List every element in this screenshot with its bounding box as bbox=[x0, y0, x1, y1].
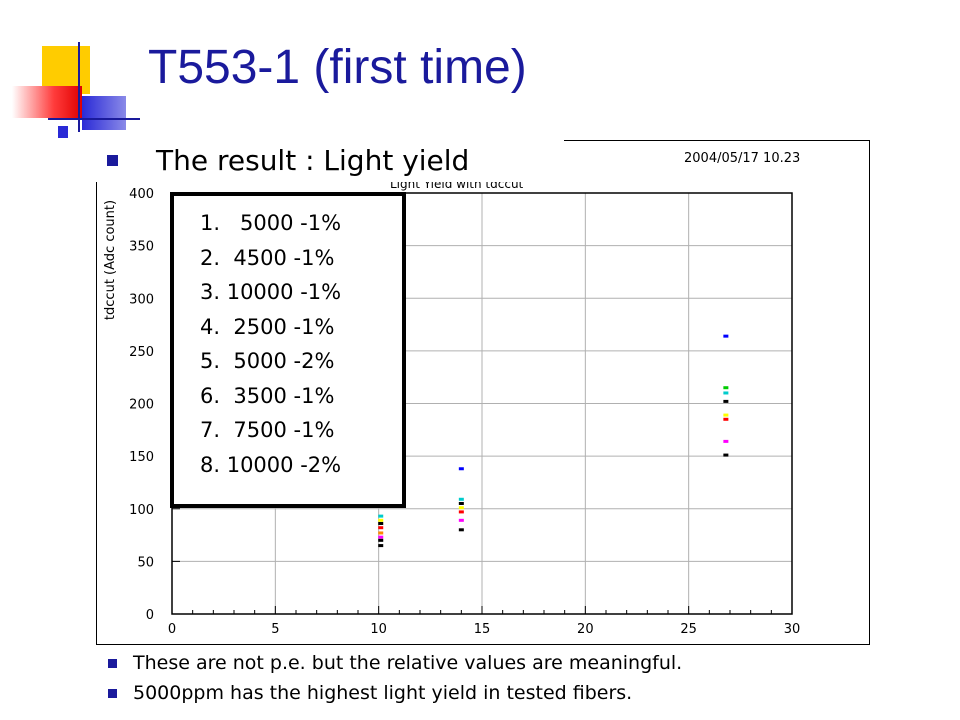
corner-small-blue-square bbox=[58, 126, 68, 138]
corner-horizontal-line bbox=[48, 118, 140, 120]
notes-list: These are not p.e. but the relative valu… bbox=[108, 648, 682, 708]
data-point bbox=[723, 391, 729, 395]
legend-item: 8. 10000 -2% bbox=[200, 452, 342, 477]
x-tick-label: 30 bbox=[784, 622, 801, 637]
legend-item: 5. 5000 -2% bbox=[200, 349, 335, 373]
legend-item: 2. 4500 -1% bbox=[200, 245, 335, 270]
data-point bbox=[378, 531, 384, 535]
y-tick-label: 0 bbox=[146, 608, 154, 623]
data-points bbox=[378, 334, 729, 548]
y-tick-label: 200 bbox=[129, 398, 154, 413]
corner-vertical-line bbox=[78, 42, 80, 132]
y-tick-label: 100 bbox=[129, 503, 154, 518]
data-point bbox=[458, 497, 464, 501]
data-point bbox=[378, 544, 384, 548]
data-point bbox=[723, 417, 729, 421]
date-stamp: 2004/05/17 10.23 bbox=[684, 151, 800, 166]
x-tick-label: 15 bbox=[474, 622, 491, 637]
slide-title: T553-1 (first time) bbox=[148, 41, 527, 94]
data-point bbox=[378, 535, 384, 539]
legend-box: 1. 5000 -1% 2. 4500 -1% 3. 10000 -1% 4. … bbox=[170, 192, 406, 508]
legend-item: 4. 2500 -1% bbox=[200, 314, 335, 339]
legend-item: 1. 5000 -1% bbox=[200, 211, 342, 235]
y-tick-label: 350 bbox=[129, 240, 154, 255]
y-axis-label: tdccut (Adc count) bbox=[103, 200, 118, 320]
y-tick-label: 150 bbox=[129, 450, 154, 465]
note-item: These are not p.e. but the relative valu… bbox=[108, 648, 682, 678]
bullet-square-icon bbox=[107, 154, 118, 166]
y-tick-label: 50 bbox=[137, 555, 154, 570]
data-point bbox=[723, 399, 729, 403]
x-tick-label: 25 bbox=[680, 622, 697, 637]
y-tick-label: 300 bbox=[129, 292, 154, 307]
y-tick-label: 250 bbox=[129, 345, 154, 360]
data-point bbox=[378, 514, 384, 518]
legend-item: 7. 7500 -1% bbox=[200, 418, 335, 442]
data-point bbox=[458, 467, 464, 471]
y-tick-label: 400 bbox=[129, 187, 154, 202]
x-tick-label: 5 bbox=[271, 622, 279, 637]
data-point bbox=[378, 526, 384, 530]
corner-decoration bbox=[0, 0, 140, 140]
x-tick-label: 20 bbox=[577, 622, 594, 637]
bullet-square-icon bbox=[108, 688, 117, 698]
note-item: 5000ppm has the highest light yield in t… bbox=[108, 678, 682, 708]
bullet-square-icon bbox=[108, 658, 117, 668]
legend-item: 6. 3500 -1% bbox=[200, 383, 335, 408]
data-point bbox=[723, 413, 729, 417]
data-point bbox=[378, 521, 384, 525]
data-point bbox=[723, 439, 729, 443]
data-point bbox=[458, 510, 464, 514]
data-point bbox=[378, 538, 384, 542]
legend-item: 3. 10000 -1% bbox=[200, 280, 342, 304]
section-heading: The result : Light yield bbox=[94, 138, 564, 182]
data-point bbox=[458, 518, 464, 522]
note-text: These are not p.e. but the relative valu… bbox=[133, 652, 683, 674]
corner-blue-square bbox=[82, 96, 126, 130]
data-point bbox=[378, 518, 384, 522]
x-tick-label: 0 bbox=[168, 622, 176, 637]
note-text: 5000ppm has the highest light yield in t… bbox=[133, 682, 633, 704]
x-tick-label: 10 bbox=[370, 622, 387, 637]
corner-red-square bbox=[12, 86, 82, 118]
data-point bbox=[723, 334, 729, 338]
data-point bbox=[458, 501, 464, 505]
heading-text: The result : Light yield bbox=[156, 143, 470, 177]
data-point bbox=[458, 506, 464, 510]
data-point bbox=[458, 528, 464, 532]
data-point bbox=[723, 453, 729, 457]
data-point bbox=[723, 386, 729, 390]
